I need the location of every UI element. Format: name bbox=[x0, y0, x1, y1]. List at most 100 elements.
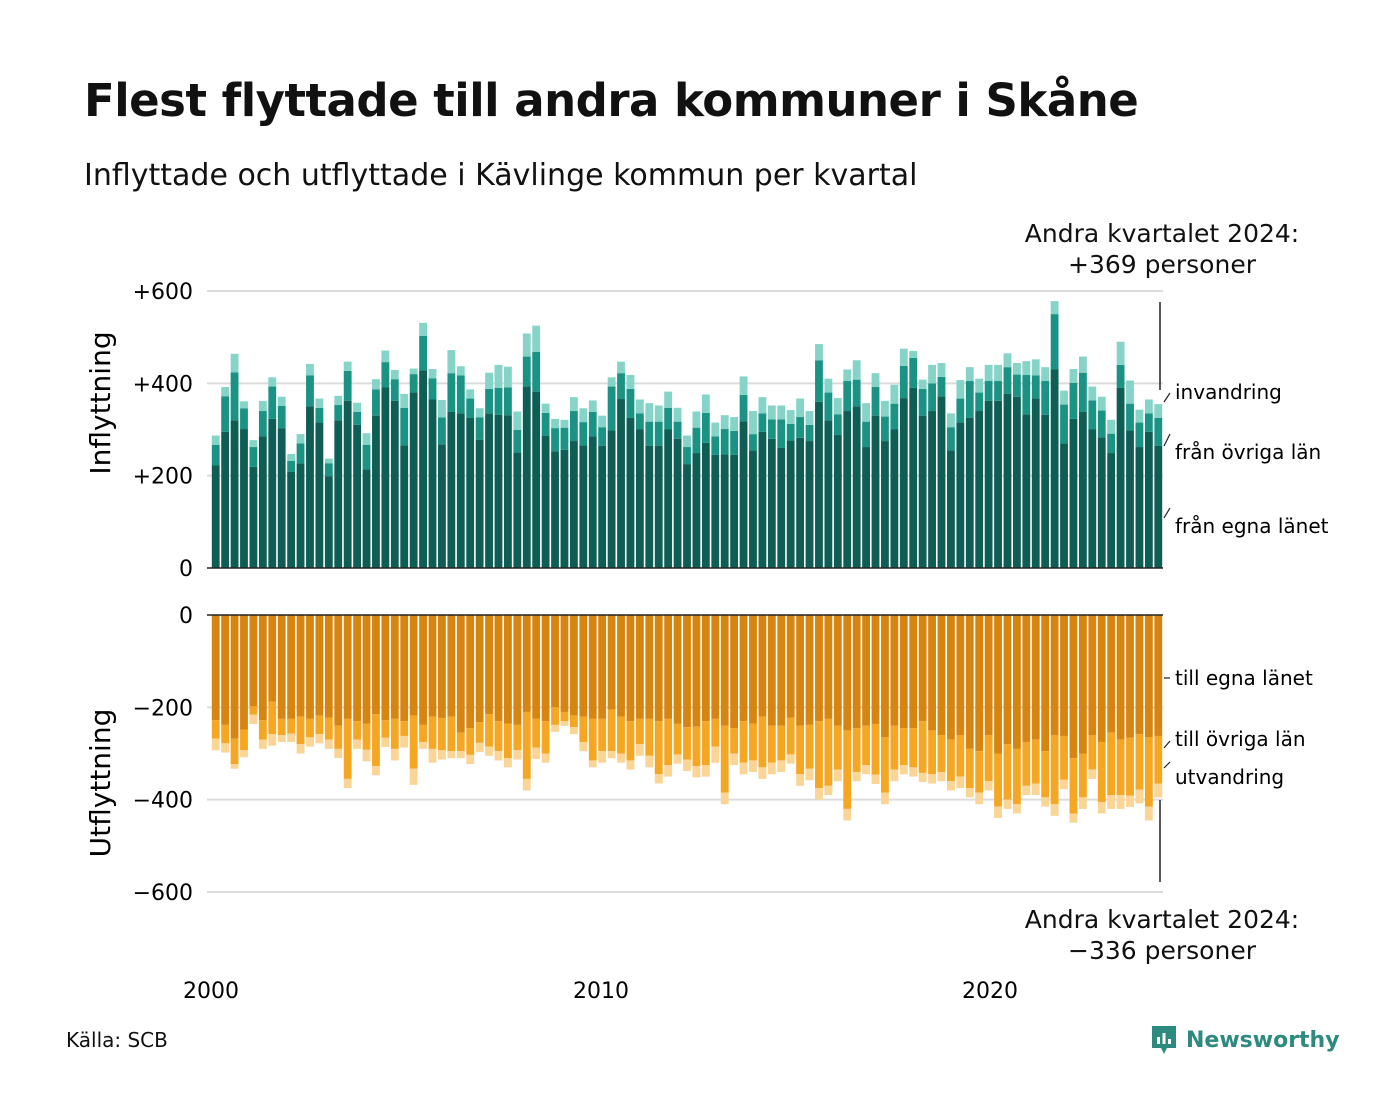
bar-out-other-counties bbox=[598, 718, 607, 752]
bar-in-other-counties bbox=[805, 424, 814, 442]
bar-in-other-counties bbox=[890, 403, 899, 430]
bar-out-other-counties bbox=[315, 715, 324, 735]
bar-out-own-county bbox=[1088, 615, 1097, 736]
bar-immigration bbox=[268, 377, 277, 387]
bar-out-other-counties bbox=[786, 717, 795, 755]
bar-in-other-counties bbox=[664, 407, 673, 430]
bar-immigration bbox=[372, 379, 380, 390]
series-label-top: invandring bbox=[1175, 380, 1282, 404]
series-label-leader bbox=[1163, 740, 1171, 749]
bar-in-other-counties bbox=[258, 411, 267, 437]
bar-in-other-counties bbox=[1041, 381, 1050, 415]
top-callout: Andra kvartalet 2024: +369 personer bbox=[1002, 218, 1322, 280]
bottom-callout-line2: −336 personer bbox=[1068, 936, 1256, 965]
bar-in-other-counties bbox=[692, 427, 701, 454]
bar-in-own-county bbox=[400, 445, 409, 568]
bar-immigration bbox=[730, 417, 739, 431]
bar-out-other-counties bbox=[720, 725, 729, 793]
bar-in-other-counties bbox=[1135, 422, 1144, 448]
bar-out-other-counties bbox=[626, 721, 635, 761]
series-label-top: från egna länet bbox=[1175, 514, 1329, 538]
bar-out-own-county bbox=[1078, 615, 1087, 754]
bar-out-own-county bbox=[1041, 615, 1050, 752]
bar-emigration bbox=[1041, 797, 1050, 807]
bar-in-own-county bbox=[1088, 429, 1097, 568]
bar-in-other-counties bbox=[1003, 367, 1012, 394]
bar-emigration bbox=[1003, 799, 1012, 809]
x-tick-label: 2020 bbox=[962, 979, 1018, 1004]
bar-in-other-counties bbox=[758, 413, 767, 432]
bar-out-own-county bbox=[579, 615, 588, 717]
bar-emigration bbox=[258, 739, 267, 749]
bar-out-other-counties bbox=[1031, 739, 1040, 784]
bar-emigration bbox=[211, 738, 220, 751]
bar-emigration bbox=[334, 748, 343, 759]
bar-out-own-county bbox=[409, 615, 418, 716]
bar-out-own-county bbox=[438, 615, 446, 718]
bar-in-own-county bbox=[815, 401, 823, 568]
bar-in-own-county bbox=[711, 454, 720, 568]
bar-immigration bbox=[739, 376, 748, 395]
bar-emigration bbox=[551, 724, 559, 732]
bar-emigration bbox=[1107, 795, 1116, 809]
bar-emigration bbox=[503, 758, 512, 768]
bar-out-other-counties bbox=[1144, 737, 1153, 807]
bar-out-own-county bbox=[419, 615, 427, 725]
bar-immigration bbox=[937, 363, 946, 377]
bar-immigration bbox=[1050, 301, 1059, 315]
bar-immigration bbox=[277, 396, 286, 406]
bar-out-other-counties bbox=[749, 723, 757, 761]
bar-out-other-counties bbox=[522, 711, 531, 779]
bar-in-own-county bbox=[277, 428, 286, 568]
bottom-callout-line1: Andra kvartalet 2024: bbox=[1024, 905, 1300, 934]
bar-immigration bbox=[607, 377, 616, 387]
bar-emigration bbox=[277, 735, 286, 742]
bar-in-other-counties bbox=[438, 417, 446, 445]
bar-immigration bbox=[230, 353, 239, 373]
bar-emigration bbox=[890, 769, 899, 782]
bar-out-other-counties bbox=[400, 721, 409, 736]
bar-in-own-county bbox=[1078, 411, 1087, 568]
bar-out-other-counties bbox=[569, 715, 578, 728]
bar-out-other-counties bbox=[739, 721, 748, 763]
bar-in-own-county bbox=[824, 420, 833, 568]
bar-out-other-counties bbox=[683, 727, 691, 760]
bar-emigration bbox=[409, 768, 418, 785]
bar-out-own-county bbox=[1012, 615, 1021, 749]
bar-in-own-county bbox=[485, 413, 493, 568]
bar-out-other-counties bbox=[862, 725, 871, 766]
bar-out-own-county bbox=[334, 615, 343, 726]
bar-immigration bbox=[1003, 353, 1012, 368]
bar-out-other-counties bbox=[456, 732, 465, 752]
newsworthy-logo: Newsworthy bbox=[1150, 1024, 1340, 1056]
bar-immigration bbox=[485, 372, 493, 389]
bar-emigration bbox=[984, 781, 993, 791]
bar-immigration bbox=[626, 375, 635, 389]
bar-in-own-county bbox=[1154, 445, 1163, 568]
newsworthy-logo-text: Newsworthy bbox=[1186, 1027, 1340, 1053]
bar-out-own-county bbox=[503, 615, 512, 724]
bar-in-other-counties bbox=[211, 444, 220, 466]
bar-emigration bbox=[324, 739, 333, 749]
bar-out-other-counties bbox=[956, 735, 965, 777]
bar-emigration bbox=[777, 760, 786, 772]
bar-out-own-county bbox=[739, 615, 748, 722]
top-y-tick-label: +200 bbox=[133, 465, 193, 490]
bar-out-other-counties bbox=[899, 728, 908, 766]
bar-out-other-counties bbox=[503, 723, 512, 759]
bar-immigration bbox=[852, 360, 861, 380]
bar-out-own-county bbox=[871, 615, 880, 724]
bar-immigration bbox=[324, 458, 333, 464]
bar-out-own-county bbox=[617, 615, 625, 717]
bar-out-own-county bbox=[475, 615, 484, 723]
bar-out-other-counties bbox=[268, 701, 277, 735]
bar-out-own-county bbox=[956, 615, 965, 736]
bar-in-other-counties bbox=[249, 447, 258, 467]
bar-in-own-county bbox=[447, 411, 456, 568]
bar-immigration bbox=[1107, 419, 1116, 434]
bar-in-own-county bbox=[240, 429, 248, 568]
bar-in-own-county bbox=[1107, 453, 1116, 568]
newsworthy-logo-icon bbox=[1152, 1026, 1176, 1054]
bar-immigration bbox=[947, 413, 955, 428]
bar-immigration bbox=[306, 363, 314, 376]
